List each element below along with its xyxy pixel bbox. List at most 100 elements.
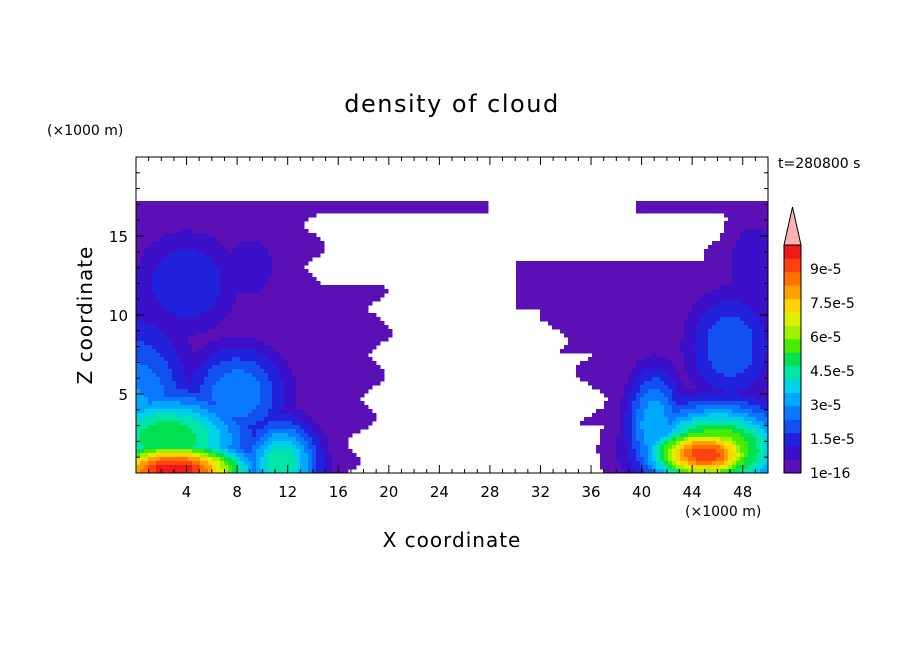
contour-cell [288,301,293,306]
contour-cell [252,241,257,246]
contour-cell [288,325,293,330]
contour-cell [320,309,325,314]
contour-cell [348,205,353,210]
contour-cell [576,269,581,274]
contour-cell [256,377,261,382]
contour-cell [352,285,357,290]
contour-cell [212,249,217,254]
contour-cell [140,409,145,414]
contour-cell [336,209,341,214]
contour-cell [148,389,153,394]
contour-cell [156,341,161,346]
contour-cell [324,377,329,382]
contour-cell [556,281,561,286]
contour-cell [188,425,193,430]
contour-cell [140,453,145,458]
contour-cell [356,397,361,402]
contour-cell [580,377,585,382]
contour-cell [156,305,161,310]
contour-cell [212,281,217,286]
contour-cell [244,341,249,346]
contour-cell [300,373,305,378]
contour-cell [252,453,257,458]
contour-cell [144,265,149,270]
contour-cell [156,313,161,318]
contour-cell [352,289,357,294]
contour-cell [584,349,589,354]
contour-cell [420,209,425,214]
contour-cell [360,209,365,214]
contour-cell [172,293,177,298]
contour-cell [224,253,229,258]
contour-cell [264,325,269,330]
contour-cell [236,273,241,278]
contour-cell [252,357,257,362]
contour-cell [572,329,577,334]
contour-cell [600,385,605,390]
contour-cell [316,345,321,350]
contour-cell [364,425,369,430]
contour-cell [348,305,353,310]
contour-cell [296,297,301,302]
contour-cell [296,261,301,266]
contour-cell [300,429,305,434]
contour-cell [624,453,629,458]
contour-cell [608,397,613,402]
contour-cell [348,417,353,422]
contour-cell [640,201,645,206]
contour-cell [160,245,165,250]
contour-cell [620,317,625,322]
contour-cell [376,337,381,342]
contour-cell [236,405,241,410]
contour-cell [552,265,557,270]
contour-cell [300,337,305,342]
contour-cell [184,369,189,374]
contour-cell [188,209,193,214]
contour-cell [220,401,225,406]
contour-cell [196,297,201,302]
contour-cell [384,325,389,330]
contour-cell [184,281,189,286]
contour-cell [176,437,181,442]
contour-cell [396,209,401,214]
contour-cell [148,253,153,258]
contour-cell [360,377,365,382]
contour-cell [156,281,161,286]
contour-cell [628,413,633,418]
contour-cell [160,261,165,266]
contour-cell [312,365,317,370]
contour-cell [352,389,357,394]
contour-cell [432,201,437,206]
contour-cell [568,261,573,266]
contour-cell [212,313,217,318]
contour-cell [180,301,185,306]
contour-cell [164,405,169,410]
contour-cell [280,285,285,290]
contour-cell [376,377,381,382]
contour-cell [308,237,313,242]
contour-cell [160,385,165,390]
contour-cell [344,453,349,458]
contour-cell [308,209,313,214]
contour-cell [596,349,601,354]
contour-cell [528,293,533,298]
contour-cell [216,357,221,362]
contour-cell [288,337,293,342]
contour-cell [636,281,641,286]
contour-cell [208,365,213,370]
contour-cell [304,385,309,390]
contour-cell [592,413,597,418]
contour-cell [516,277,521,282]
contour-cell [280,369,285,374]
contour-cell [288,465,293,470]
contour-cell [220,313,225,318]
contour-cell [248,297,253,302]
contour-cell [316,297,321,302]
contour-cell [312,417,317,422]
contour-cell [168,221,173,226]
contour-cell [168,285,173,290]
contour-cell [240,337,245,342]
contour-cell [300,221,305,226]
contour-cell [232,429,237,434]
contour-cell [536,293,541,298]
